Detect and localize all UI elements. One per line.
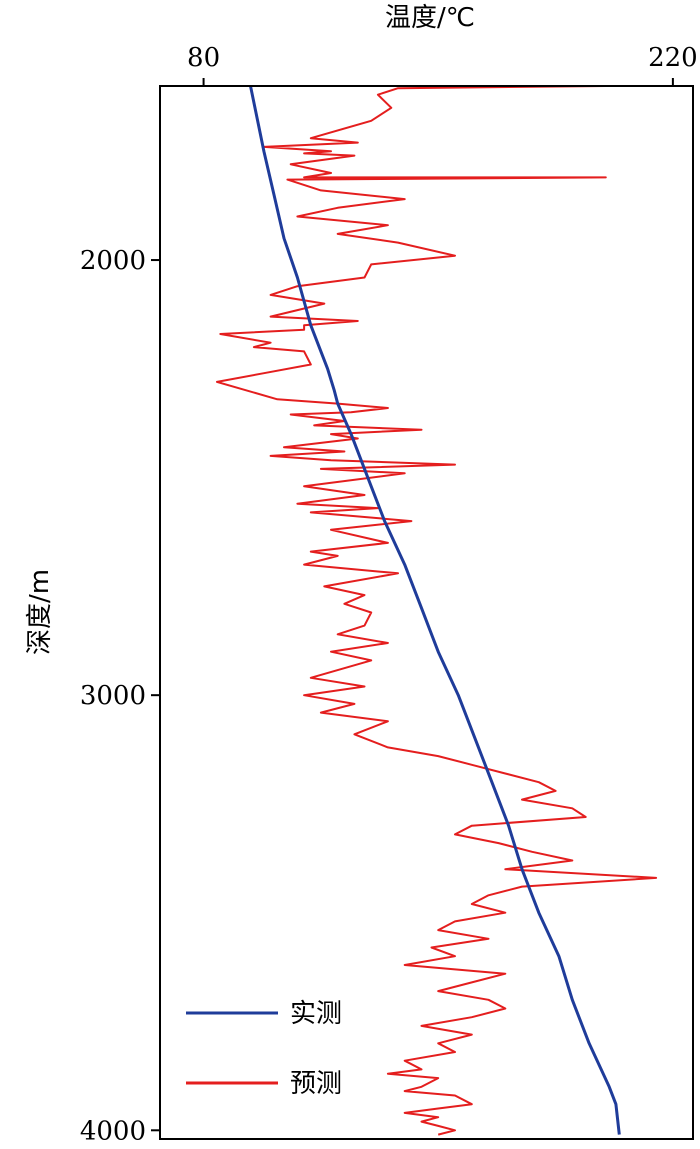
x-axis-label: 温度/℃ — [385, 3, 475, 33]
legend-entry: 实测 — [290, 999, 342, 1029]
x-tick-label: 220 — [648, 43, 698, 73]
x-axis-ticks: 80 220 — [187, 43, 698, 86]
y-tick-label: 4000 — [80, 1116, 146, 1146]
y-tick-label: 3000 — [80, 681, 146, 711]
series-line-predicted — [216, 85, 658, 1136]
series-line-measured — [249, 85, 621, 1135]
y-axis-ticks: 2000 3000 4000 — [80, 246, 160, 1146]
y-axis-label: 深度/m — [25, 569, 55, 655]
y-tick-label: 2000 — [80, 246, 146, 276]
series-layer — [216, 85, 658, 1136]
x-tick-label: 80 — [187, 43, 220, 73]
legend-entry: 预测 — [290, 1069, 342, 1099]
plot-frame — [159, 85, 694, 1140]
